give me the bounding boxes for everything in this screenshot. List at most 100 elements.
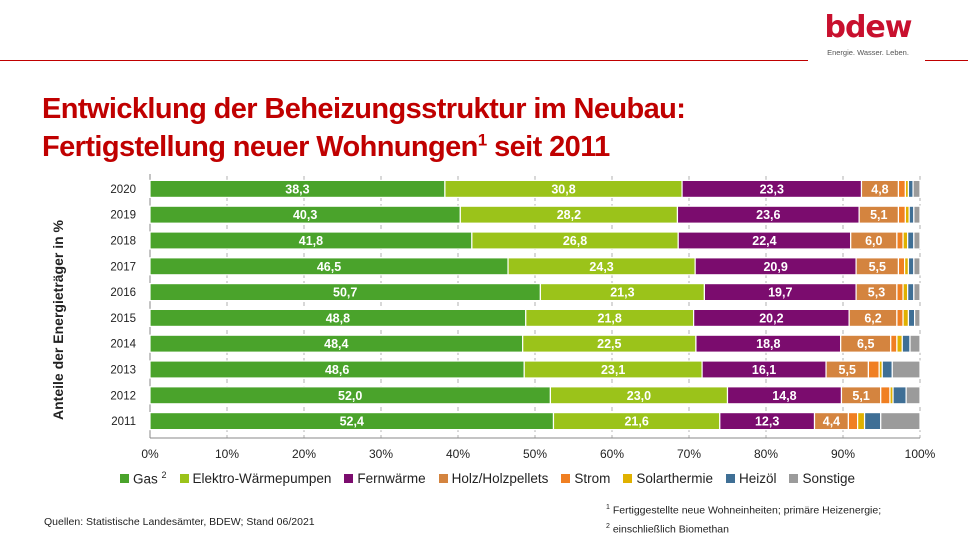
- legend-label: Elektro-Wärmepumpen: [192, 470, 332, 486]
- bar-segment: [897, 179, 906, 198]
- x-tick-label: 80%: [754, 447, 778, 461]
- data-label: 20,9: [763, 260, 787, 274]
- bar-segment: [913, 205, 921, 224]
- legend-label: Fernwärme: [357, 470, 426, 486]
- bar-segment: [881, 360, 893, 379]
- data-label: 18,8: [756, 337, 780, 351]
- bar-segment: [912, 179, 921, 198]
- data-label: 41,8: [299, 234, 323, 248]
- y-tick-label: 2019: [110, 210, 136, 222]
- bar-segment: [867, 360, 880, 379]
- data-label: 12,3: [755, 415, 779, 429]
- legend-swatch: [789, 473, 799, 483]
- bar-segment: [913, 257, 921, 276]
- y-tick-label: 2012: [110, 390, 136, 402]
- bar-segment: [913, 231, 921, 250]
- bdew-logo: bdew Energie. Wasser. Leben.: [818, 10, 918, 58]
- data-label: 52,0: [338, 389, 362, 403]
- y-tick-label: 2018: [110, 236, 136, 248]
- bar-segment: [901, 334, 911, 353]
- x-tick-label: 10%: [215, 447, 239, 461]
- data-label: 24,3: [589, 260, 613, 274]
- footnotes: 1 Fertiggestellte neue Wohneinheiten; pr…: [606, 500, 881, 537]
- bar-segment: [880, 412, 921, 431]
- legend-swatch: [725, 473, 735, 483]
- bar-segment: [902, 231, 909, 250]
- legend-item: Gas 2: [120, 470, 167, 487]
- legend-label: Strom: [574, 470, 611, 486]
- y-tick-label: 2015: [110, 313, 136, 325]
- data-label: 20,2: [759, 311, 783, 325]
- data-label: 5,1: [870, 208, 887, 222]
- legend-item: Elektro-Wärmepumpen: [179, 470, 332, 487]
- footnote-1-text: Fertiggestellte neue Wohneinheiten; prim…: [609, 504, 882, 517]
- title-line-2: Fertigstellung neuer Wohnungen1 seit 201…: [42, 128, 685, 166]
- y-tick-label: 2014: [110, 339, 136, 351]
- data-label: 30,8: [551, 182, 575, 196]
- bar-segment: [890, 334, 898, 353]
- title-line-1: Entwicklung der Beheizungsstruktur im Ne…: [42, 93, 686, 125]
- chart-legend: Gas 2 Elektro-Wärmepumpen Fernwärme Holz/Ho…: [120, 470, 855, 487]
- legend-label: Solarthermie: [636, 470, 713, 486]
- y-tick-label: 2016: [110, 287, 136, 299]
- bar-segment: [907, 308, 916, 327]
- data-label: 23,3: [760, 182, 784, 196]
- footnote-1: 1 Fertiggestellte neue Wohneinheiten; pr…: [606, 500, 881, 519]
- bar-segment: [908, 205, 915, 224]
- logo-wordmark: bdew: [824, 10, 912, 45]
- data-label: 4,4: [823, 415, 840, 429]
- x-tick-label: 90%: [831, 447, 855, 461]
- x-tick-label: 20%: [292, 447, 316, 461]
- data-label: 23,1: [601, 363, 625, 377]
- legend-swatch: [120, 473, 129, 483]
- data-label: 16,1: [752, 363, 776, 377]
- bar-segment: [913, 283, 921, 302]
- data-label: 22,5: [597, 337, 621, 351]
- data-label: 40,3: [293, 208, 317, 222]
- legend-label: Heizöl: [738, 470, 777, 486]
- bar-segment: [907, 283, 915, 302]
- data-label: 28,2: [557, 208, 581, 222]
- header-rule-left: [0, 60, 808, 61]
- data-label: 23,0: [627, 389, 651, 403]
- data-label: 14,8: [772, 389, 796, 403]
- header-rule-right: [925, 60, 968, 61]
- title-line-2-main: Fertigstellung neuer Wohnungen: [42, 131, 478, 163]
- legend-swatch: [179, 473, 189, 483]
- data-label: 6,2: [864, 311, 881, 325]
- bar-segment: [905, 386, 921, 405]
- y-tick-label: 2011: [111, 416, 136, 428]
- legend-label: Sonstige: [802, 470, 856, 486]
- data-label: 6,5: [857, 337, 874, 351]
- x-tick-label: 50%: [523, 447, 547, 461]
- bar-segment: [902, 283, 909, 302]
- data-label: 48,8: [326, 311, 350, 325]
- x-tick-label: 0%: [141, 447, 159, 461]
- data-label: 38,3: [285, 182, 309, 196]
- data-label: 50,7: [333, 286, 357, 300]
- data-label: 46,5: [317, 260, 341, 274]
- bar-segment: [896, 334, 903, 353]
- data-label: 4,8: [871, 182, 888, 196]
- legend-label: Gas 2: [133, 470, 167, 487]
- legend-item: Solarthermie: [623, 470, 713, 487]
- data-label: 21,8: [598, 311, 622, 325]
- bar-segment: [909, 334, 921, 353]
- data-label: 48,6: [325, 363, 349, 377]
- y-tick-label: 2020: [110, 184, 136, 196]
- data-label: 21,6: [624, 415, 648, 429]
- title-footnote-mark: 1: [477, 130, 487, 150]
- bar-segment: [907, 257, 915, 276]
- bar-segment: [896, 231, 904, 250]
- data-label: 26,8: [563, 234, 587, 248]
- legend-item: Fernwärme: [344, 470, 426, 487]
- source-note: Quellen: Statistische Landesämter, BDEW;…: [44, 516, 315, 528]
- legend-swatch: [561, 473, 571, 483]
- bar-segment: [891, 360, 921, 379]
- data-label: 5,5: [839, 363, 856, 377]
- bar-segment: [907, 231, 915, 250]
- page-title: Entwicklung der Beheizungsstruktur im Ne…: [42, 90, 686, 166]
- data-label: 19,7: [768, 286, 792, 300]
- bar-segment: [902, 308, 910, 327]
